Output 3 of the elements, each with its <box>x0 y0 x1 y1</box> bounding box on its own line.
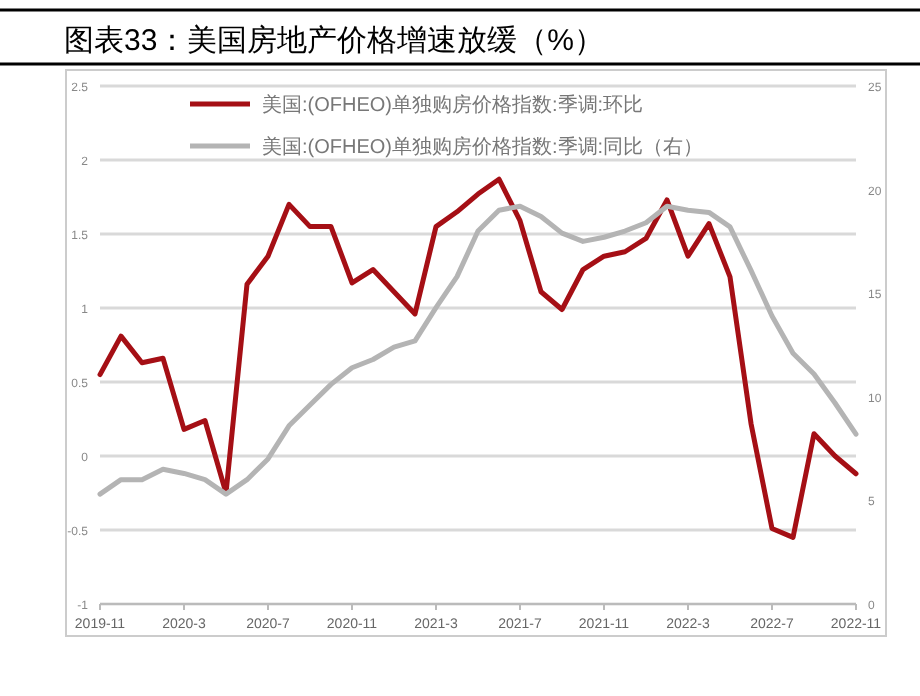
legend-label: 美国:(OFHEO)单独购房价格指数:季调:同比（右） <box>262 135 704 159</box>
title: 图表33：美国房地产价格增速放缓（%） <box>64 24 605 58</box>
legend-label: 美国:(OFHEO)单独购房价格指数:季调:环比 <box>262 93 644 117</box>
